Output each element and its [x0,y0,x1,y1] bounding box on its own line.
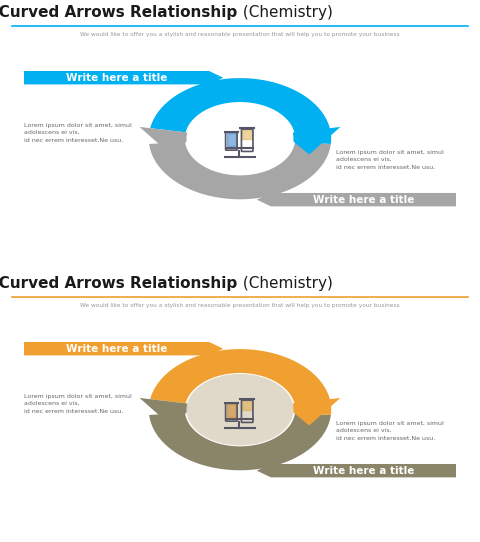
Text: Lorem ipsum dolor sit amet, simul
adolescens ei vis,
id nec errem interesset.Ne : Lorem ipsum dolor sit amet, simul adoles… [24,393,132,414]
Text: Lorem ipsum dolor sit amet, simul
adolescens ei vis,
id nec errem interesset.Ne : Lorem ipsum dolor sit amet, simul adoles… [336,421,444,441]
Polygon shape [140,398,196,425]
Polygon shape [24,71,223,85]
Polygon shape [150,349,331,415]
Text: We would like to offer you a stylish and reasonable presentation that will help : We would like to offer you a stylish and… [80,32,400,37]
Text: Lorem ipsum dolor sit amet, simul
adolescens ei vis,
id nec errem interesset.Ne : Lorem ipsum dolor sit amet, simul adoles… [24,122,132,143]
Polygon shape [24,342,223,356]
Polygon shape [257,464,456,478]
Polygon shape [140,127,196,154]
Circle shape [187,104,293,174]
Polygon shape [150,78,331,144]
Text: (Chemistry): (Chemistry) [238,276,333,291]
Circle shape [187,375,293,445]
Polygon shape [257,193,456,207]
Polygon shape [242,401,252,410]
Polygon shape [227,404,236,417]
Text: We would like to offer you a stylish and reasonable presentation that will help : We would like to offer you a stylish and… [80,303,400,308]
Polygon shape [284,398,340,425]
Text: (Chemistry): (Chemistry) [238,5,333,20]
Text: Write here a title: Write here a title [66,73,167,83]
Text: Write here a title: Write here a title [66,344,167,354]
Polygon shape [149,142,331,199]
Text: Two Curved Arrows Relationship: Two Curved Arrows Relationship [0,276,238,291]
Text: Two Curved Arrows Relationship: Two Curved Arrows Relationship [0,5,238,20]
Polygon shape [227,133,236,146]
Polygon shape [284,127,340,154]
Polygon shape [149,413,331,470]
Text: Lorem ipsum dolor sit amet, simul
adolescens ei vis,
id nec errem interesset.Ne : Lorem ipsum dolor sit amet, simul adoles… [336,150,444,170]
Polygon shape [242,130,252,139]
Text: Write here a title: Write here a title [313,466,414,476]
Text: Write here a title: Write here a title [313,195,414,205]
